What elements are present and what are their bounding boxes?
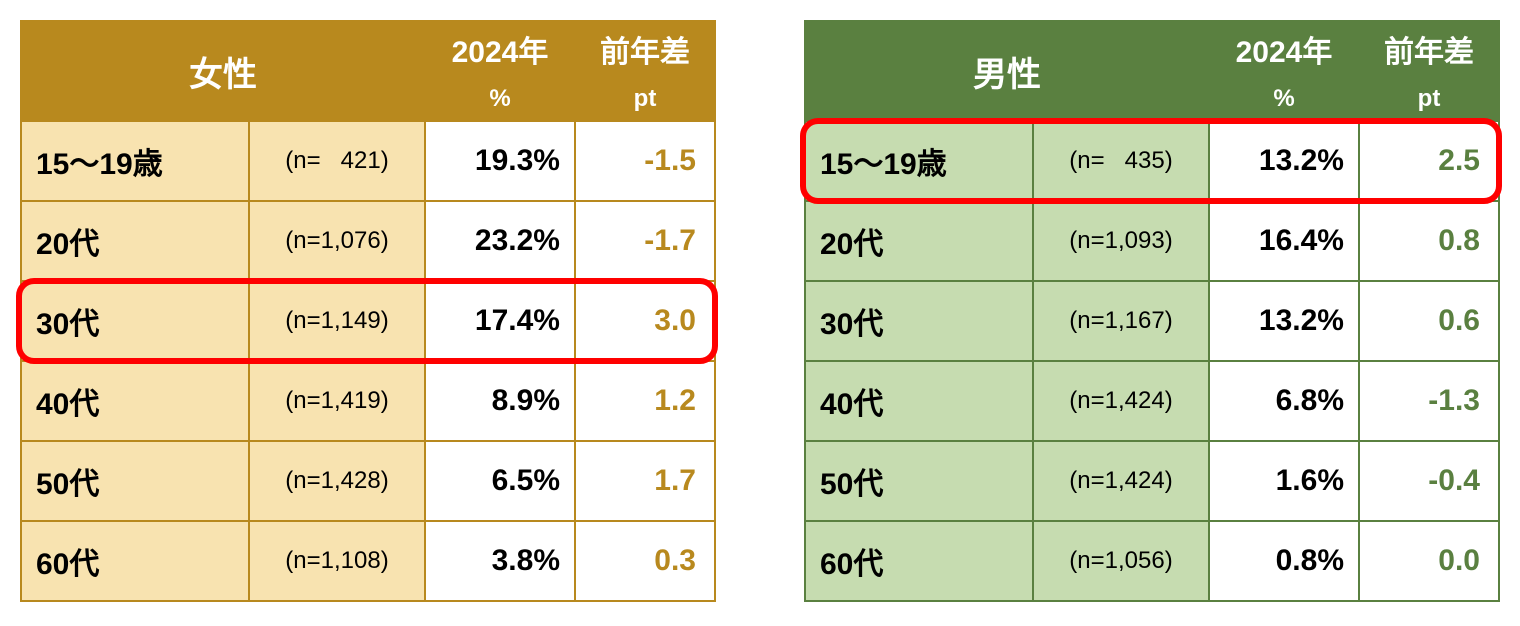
table-row: 15〜19歳(n= 435)13.2%2.5 [805,121,1499,201]
age-cell: 60代 [21,521,249,601]
n-cell: (n=1,108) [249,521,425,601]
pct-cell: 3.8% [425,521,575,601]
diff-cell: -1.3 [1359,361,1499,441]
age-cell: 15〜19歳 [805,121,1033,201]
pct-cell: 6.5% [425,441,575,521]
n-cell: (n=1,424) [1033,361,1209,441]
pct-cell: 19.3% [425,121,575,201]
n-cell: (n= 421) [249,121,425,201]
pct-cell: 8.9% [425,361,575,441]
male-table-wrap: 男性 2024年 前年差 % pt 15〜19歳(n= 435)13.2%2.5… [804,20,1500,602]
age-cell: 50代 [21,441,249,521]
female-diff-header: 前年差 [575,21,715,77]
male-table: 男性 2024年 前年差 % pt 15〜19歳(n= 435)13.2%2.5… [804,20,1500,602]
diff-cell: 0.8 [1359,201,1499,281]
diff-cell: 1.2 [575,361,715,441]
n-cell: (n=1,167) [1033,281,1209,361]
age-cell: 40代 [805,361,1033,441]
table-row: 30代(n=1,149)17.4%3.0 [21,281,715,361]
age-cell: 15〜19歳 [21,121,249,201]
male-diff-header: 前年差 [1359,21,1499,77]
pct-cell: 16.4% [1209,201,1359,281]
pct-cell: 13.2% [1209,281,1359,361]
female-year-header: 2024年 [425,21,575,77]
female-table-wrap: 女性 2024年 前年差 % pt 15〜19歳(n= 421)19.3%-1.… [20,20,716,602]
table-row: 20代(n=1,093)16.4%0.8 [805,201,1499,281]
n-cell: (n=1,149) [249,281,425,361]
diff-cell: 3.0 [575,281,715,361]
female-diff-sub: pt [575,77,715,121]
age-cell: 60代 [805,521,1033,601]
pct-cell: 6.8% [1209,361,1359,441]
table-row: 20代(n=1,076)23.2%-1.7 [21,201,715,281]
n-cell: (n=1,076) [249,201,425,281]
age-cell: 30代 [21,281,249,361]
table-row: 40代(n=1,424)6.8%-1.3 [805,361,1499,441]
female-year-sub: % [425,77,575,121]
diff-cell: 1.7 [575,441,715,521]
n-cell: (n=1,428) [249,441,425,521]
table-row: 60代(n=1,056)0.8%0.0 [805,521,1499,601]
diff-cell: -1.7 [575,201,715,281]
diff-cell: 0.0 [1359,521,1499,601]
table-row: 40代(n=1,419)8.9%1.2 [21,361,715,441]
female-table: 女性 2024年 前年差 % pt 15〜19歳(n= 421)19.3%-1.… [20,20,716,602]
age-cell: 30代 [805,281,1033,361]
table-row: 60代(n=1,108)3.8%0.3 [21,521,715,601]
table-row: 30代(n=1,167)13.2%0.6 [805,281,1499,361]
age-cell: 50代 [805,441,1033,521]
n-cell: (n=1,056) [1033,521,1209,601]
diff-cell: -1.5 [575,121,715,201]
page: 女性 2024年 前年差 % pt 15〜19歳(n= 421)19.3%-1.… [0,0,1520,626]
male-year-header: 2024年 [1209,21,1359,77]
pct-cell: 23.2% [425,201,575,281]
table-row: 15〜19歳(n= 421)19.3%-1.5 [21,121,715,201]
n-cell: (n= 435) [1033,121,1209,201]
male-year-sub: % [1209,77,1359,121]
pct-cell: 1.6% [1209,441,1359,521]
pct-cell: 13.2% [1209,121,1359,201]
pct-cell: 17.4% [425,281,575,361]
male-title-header: 男性 [805,21,1209,121]
table-row: 50代(n=1,424)1.6%-0.4 [805,441,1499,521]
n-cell: (n=1,419) [249,361,425,441]
diff-cell: 0.6 [1359,281,1499,361]
n-cell: (n=1,424) [1033,441,1209,521]
n-cell: (n=1,093) [1033,201,1209,281]
pct-cell: 0.8% [1209,521,1359,601]
table-row: 50代(n=1,428)6.5%1.7 [21,441,715,521]
age-cell: 40代 [21,361,249,441]
diff-cell: 2.5 [1359,121,1499,201]
male-diff-sub: pt [1359,77,1499,121]
diff-cell: 0.3 [575,521,715,601]
age-cell: 20代 [805,201,1033,281]
diff-cell: -0.4 [1359,441,1499,521]
age-cell: 20代 [21,201,249,281]
female-title-header: 女性 [21,21,425,121]
